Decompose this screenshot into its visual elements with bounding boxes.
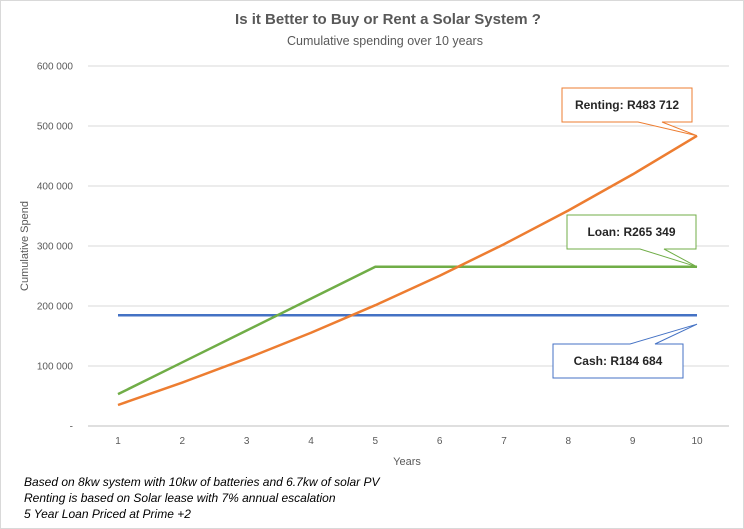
callout-label: Loan: R265 349 [587, 225, 675, 239]
y-tick-label: 200 000 [37, 302, 74, 313]
footnote: 5 Year Loan Priced at Prime +2 [24, 507, 191, 521]
x-tick-label: 8 [566, 436, 572, 447]
y-tick-label: 400 000 [37, 182, 74, 193]
y-tick-label: 100 000 [37, 362, 74, 373]
callout-renting: Renting: R483 712 [561, 87, 698, 137]
callout-box [552, 323, 698, 379]
y-tick-label: - [70, 422, 73, 433]
series-line-renting [117, 134, 698, 407]
callout-loan: Loan: R265 349 [566, 214, 698, 268]
y-axis-label: Cumulative Spend [19, 201, 31, 291]
chart-title: Is it Better to Buy or Rent a Solar Syst… [235, 11, 541, 28]
x-tick-label: 7 [501, 436, 507, 447]
x-tick-label: 5 [373, 436, 379, 447]
callout-label: Renting: R483 712 [575, 98, 679, 112]
x-tick-label: 9 [630, 436, 636, 447]
x-tick-label: 6 [437, 436, 443, 447]
y-tick-label: 300 000 [37, 242, 74, 253]
x-tick-label: 1 [115, 436, 121, 447]
callout-box [561, 87, 698, 137]
callout-label: Cash: R184 684 [574, 354, 663, 368]
x-axis-label: Years [393, 456, 421, 468]
series-line-loan [117, 265, 697, 396]
footnotes: Based on 8kw system with 10kw of batteri… [24, 474, 380, 522]
footnote: Based on 8kw system with 10kw of batteri… [24, 475, 380, 489]
x-tick-label: 2 [180, 436, 186, 447]
y-tick-label: 600 000 [37, 62, 74, 73]
y-tick-label: 500 000 [37, 122, 74, 133]
x-tick-label: 10 [691, 436, 703, 447]
x-tick-label: 4 [308, 436, 314, 447]
callout-cash: Cash: R184 684 [552, 323, 698, 379]
chart-subtitle: Cumulative spending over 10 years [287, 34, 483, 48]
x-tick-label: 3 [244, 436, 250, 447]
callout-box [566, 214, 698, 268]
footnote: Renting is based on Solar lease with 7% … [24, 491, 336, 505]
